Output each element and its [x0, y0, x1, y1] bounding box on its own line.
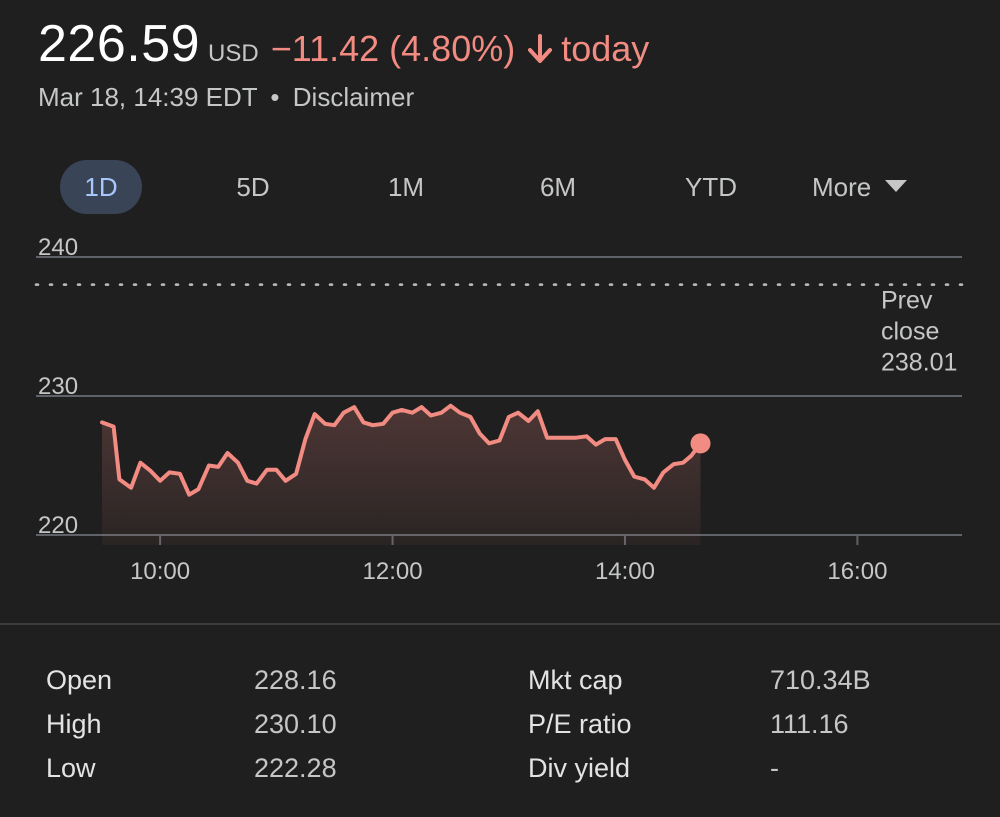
tab-6m[interactable]: 6M	[517, 160, 599, 214]
prev-close-label: 238.01	[881, 349, 957, 377]
x-tick-label: 10:00	[130, 558, 190, 585]
tab-label: 1D	[84, 172, 118, 202]
range-tabs: 1D 5D 1M 6M YTD More	[60, 160, 940, 214]
arrow-down-icon	[528, 34, 553, 63]
tab-1d[interactable]: 1D	[60, 160, 142, 214]
quote-header: 226.59 USD −11.42 (4.80%) today	[38, 14, 649, 74]
tab-label: More	[812, 172, 872, 202]
stat-label-pe-ratio: P/E ratio	[528, 709, 632, 739]
price-change: −11.42 (4.80%)	[270, 28, 516, 69]
tab-5d[interactable]: 5D	[212, 160, 294, 214]
meta-separator: •	[270, 82, 280, 112]
change-period: today	[561, 28, 650, 69]
tab-ytd[interactable]: YTD	[670, 160, 752, 214]
x-tick-label: 12:00	[363, 558, 423, 585]
prev-close-label: close	[881, 318, 939, 346]
currency-label: USD	[208, 40, 259, 67]
stat-value-high: 230.10	[254, 709, 337, 739]
stat-value-div-yield: -	[770, 753, 779, 783]
stat-row: High 230.10 P/E ratio 111.16	[46, 709, 966, 753]
stat-value-open: 228.16	[254, 665, 337, 695]
stat-label-div-yield: Div yield	[528, 753, 631, 783]
key-stats: Open 228.16 Mkt cap 710.34B High 230.10 …	[46, 665, 966, 797]
stat-value-low: 222.28	[254, 753, 337, 783]
price-area-fill	[102, 405, 701, 545]
tab-more[interactable]: More	[812, 160, 928, 214]
stat-value-pe-ratio: 111.16	[770, 709, 849, 739]
y-tick-label: 230	[38, 373, 78, 400]
prev-close-label: Prev	[881, 287, 933, 315]
stat-label-mkt-cap: Mkt cap	[528, 665, 623, 695]
current-price-dot	[690, 433, 711, 454]
tab-label: YTD	[685, 172, 737, 202]
dropdown-triangle-icon	[885, 180, 908, 192]
price-line	[100, 403, 703, 497]
current-price: 226.59	[38, 15, 201, 73]
stat-row: Low 222.28 Div yield -	[46, 753, 966, 797]
quote-timestamp: Mar 18, 14:39 EDT	[38, 82, 258, 112]
stat-row: Open 228.16 Mkt cap 710.34B	[46, 665, 966, 709]
tab-label: 6M	[539, 172, 577, 202]
quote-meta: Mar 18, 14:39 EDT • Disclaimer	[38, 82, 414, 113]
disclaimer-link[interactable]: Disclaimer	[292, 82, 415, 112]
stat-label-high: High	[46, 709, 102, 739]
price-chart: 240 230 220 Prev close 238.01 10:00 12:00 14:00 1…	[0, 230, 1000, 600]
x-tick-label: 14:00	[595, 558, 655, 585]
y-tick-label: 220	[38, 512, 78, 539]
stat-label-open: Open	[46, 665, 113, 695]
tab-label: 1M	[387, 172, 425, 202]
tab-1m[interactable]: 1M	[365, 160, 447, 214]
stat-value-mkt-cap: 710.34B	[770, 665, 871, 695]
stat-label-low: Low	[46, 753, 96, 783]
tab-label: 5D	[236, 172, 270, 202]
price-chart-svg: 240 230 220 Prev close 238.01 10:00 12:00 14:00 1…	[34, 234, 964, 585]
x-tick-label: 16:00	[827, 558, 887, 585]
y-tick-label: 240	[38, 234, 78, 261]
section-divider	[0, 623, 1000, 625]
